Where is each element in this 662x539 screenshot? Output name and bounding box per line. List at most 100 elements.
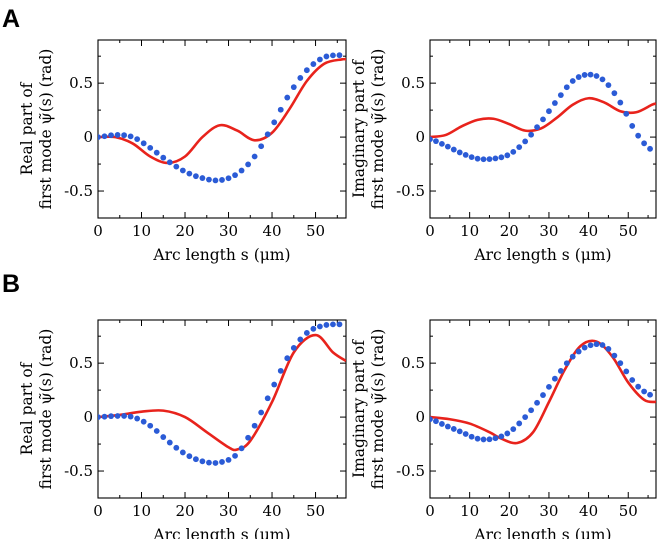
y-tick-label: 0 — [83, 128, 93, 146]
series-dot — [456, 149, 463, 156]
plots-layer: 0 10 20 30 40 50 -0.5 0 0.5 Arc length s (μm) Real… — [18, 39, 657, 539]
series-dot — [284, 94, 291, 101]
series-dot — [114, 413, 121, 419]
x-tick-label: 10 — [460, 502, 479, 520]
x-tick-label: 10 — [132, 222, 151, 240]
series-dot — [587, 71, 594, 78]
series-dot — [251, 153, 258, 160]
y-tick-label: 0.5 — [69, 74, 93, 92]
series-dot — [605, 82, 612, 89]
series-dot — [438, 421, 445, 427]
series-dot — [510, 148, 517, 155]
series-dot — [433, 418, 439, 425]
chart-1: 0 10 20 30 40 50 -0.5 0 0.5 Arc length s (μm) Real… — [18, 39, 347, 264]
series-dot — [264, 131, 271, 138]
series-dot — [569, 353, 576, 360]
series-dot — [336, 321, 343, 328]
series-dot — [546, 383, 552, 390]
y-tick-label: 0.5 — [69, 354, 93, 372]
series-dot — [593, 341, 600, 348]
series-dot — [510, 426, 517, 433]
x-tick-label: 50 — [619, 222, 638, 240]
x-tick-label: 0 — [425, 222, 435, 240]
x-tick-label: 30 — [219, 222, 238, 240]
series-dot — [611, 352, 618, 359]
series-dot — [219, 177, 225, 183]
series-dot — [611, 90, 618, 97]
x-tick-label: 20 — [175, 502, 194, 520]
series-dot — [173, 163, 180, 170]
plot-frame — [429, 319, 657, 499]
series-dot — [108, 132, 114, 139]
series-dot — [310, 61, 317, 67]
series-dot — [330, 321, 336, 328]
series-dot — [599, 76, 606, 83]
series-line — [98, 57, 346, 165]
x-tick-label: 30 — [539, 502, 558, 520]
series-dot — [450, 426, 457, 432]
series-dot — [330, 52, 336, 59]
series-dot — [134, 136, 141, 143]
series-dot — [199, 175, 206, 181]
series-dot — [290, 84, 297, 91]
series-dot — [173, 444, 180, 451]
series-dot — [225, 457, 232, 463]
y-tick-label: -0.5 — [64, 462, 93, 480]
series-dot — [212, 460, 219, 466]
series-dot — [474, 155, 481, 162]
series-dot — [219, 459, 225, 465]
panel-letter-a: A — [2, 5, 20, 33]
series-dot — [271, 381, 278, 388]
series-dot — [430, 416, 433, 423]
series-dot — [599, 342, 606, 348]
y-tick-label: -0.5 — [64, 182, 93, 200]
series-dot — [199, 458, 206, 465]
series-dot — [277, 367, 284, 374]
series-dot — [277, 106, 284, 113]
series-dot — [528, 131, 535, 138]
y-tick-label: -0.5 — [396, 462, 425, 480]
series-dot — [480, 156, 487, 163]
series-dot — [160, 434, 167, 440]
y-tick-label: 0 — [415, 128, 425, 146]
series-dot — [462, 431, 469, 437]
series-dot — [323, 322, 330, 328]
series-dot — [581, 344, 588, 351]
series-dot — [179, 167, 186, 174]
series-dot — [186, 453, 193, 460]
x-tick-label: 50 — [306, 502, 325, 520]
series-dot — [534, 124, 540, 131]
series-dot — [617, 360, 624, 367]
series-dot — [147, 144, 154, 151]
series-dot — [635, 383, 642, 390]
plot-area — [430, 71, 656, 163]
x-axis-label: Arc length s (μm) — [152, 526, 290, 539]
series-dot — [258, 409, 265, 416]
series-dot — [557, 92, 564, 99]
series-dot — [140, 418, 147, 425]
x-tick-label: 30 — [219, 502, 238, 520]
series-dot — [323, 53, 330, 60]
series-dot — [297, 75, 304, 81]
plot-frame — [97, 39, 347, 219]
series-dot — [575, 348, 582, 355]
series-dot — [468, 154, 475, 161]
x-tick-label: 40 — [262, 502, 281, 520]
series-dot — [456, 428, 463, 435]
series-dot — [98, 414, 101, 420]
series-dot — [127, 133, 134, 140]
series-dot — [557, 367, 564, 374]
series-dot — [147, 422, 154, 429]
series-dot — [534, 399, 540, 406]
series-dot — [581, 72, 588, 78]
series-dot — [166, 159, 173, 166]
series-dot — [127, 413, 134, 420]
plot-area — [98, 321, 346, 466]
x-axis-label: Arc length s (μm) — [473, 246, 611, 264]
series-dot — [245, 434, 252, 441]
x-axis-label: Arc length s (μm) — [152, 246, 290, 264]
series-dot — [134, 415, 141, 422]
series-dot — [101, 133, 108, 140]
plot-area — [98, 52, 346, 184]
x-tick-label: 50 — [619, 502, 638, 520]
